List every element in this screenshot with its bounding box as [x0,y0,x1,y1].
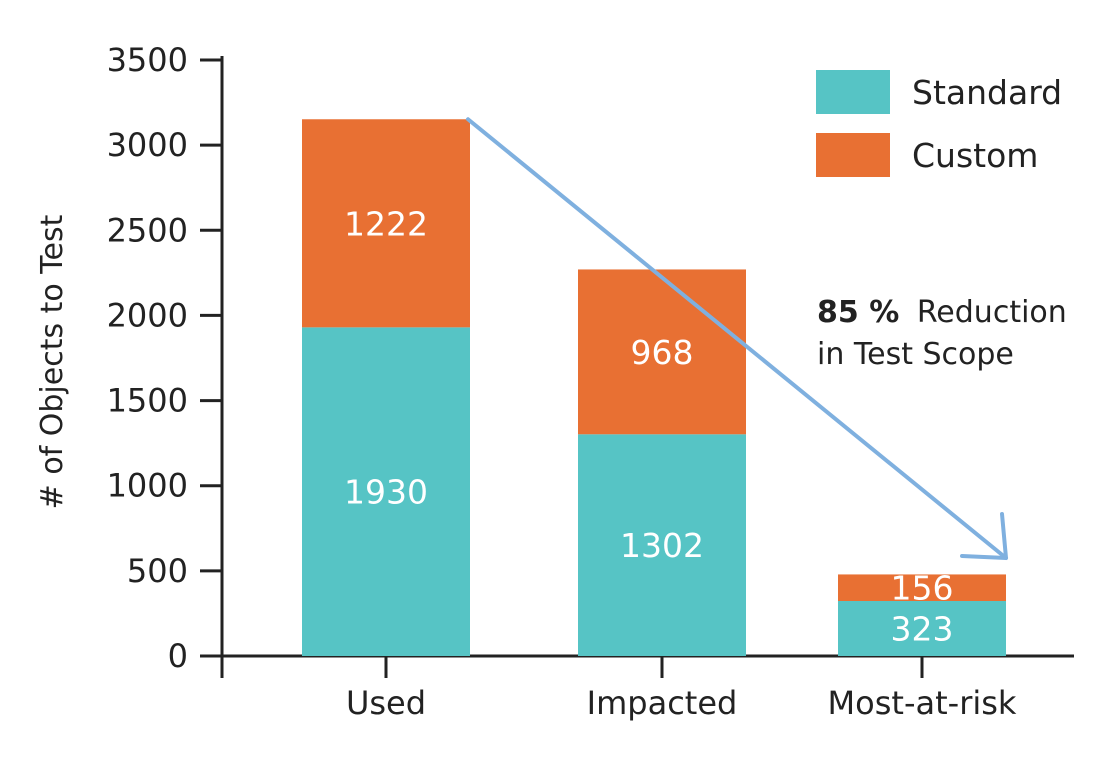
bar-value-label-standard: 1930 [344,473,428,512]
legend-label-standard: Standard [912,73,1062,112]
bar-value-label-standard: 1302 [620,526,704,565]
bar-value-label-standard: 323 [891,609,954,648]
legend: Standard Custom [816,70,1062,177]
bar-standard [302,327,470,656]
y-tick-label: 3000 [107,126,188,164]
bar-custom [578,269,746,435]
y-tick-label: 500 [127,552,188,590]
annotation-text: Reduction [917,295,1067,330]
arrow-shaft [466,117,1008,560]
legend-swatch-standard [816,70,890,114]
annotation-line-1: 85 % Reduction [817,295,1067,330]
y-tick-label: 2500 [107,211,188,249]
x-axis: Used Impacted Most-at-risk [222,654,1074,722]
x-tick-label: Used [346,684,426,722]
reduction-arrow [466,117,1008,560]
y-tick-label: 3500 [107,41,188,79]
reduction-annotation: 85 % Reduction in Test Scope [817,295,1067,372]
legend-swatch-custom [816,133,890,177]
bar-standard [838,600,1006,656]
bar-custom [302,119,470,328]
y-tick-label: 1000 [107,467,188,505]
y-tick-label: 1500 [107,382,188,420]
bar-standard [578,434,746,656]
y-axis-title: # of Objects to Test [35,214,70,509]
x-tick-label: Most-at-risk [828,684,1017,722]
y-axis: 0 500 1000 1500 2000 2500 3000 3500 [107,41,224,678]
bar-value-label-custom: 1222 [344,204,428,243]
bar-value-label-custom: 156 [891,569,954,608]
bar-value-label-custom: 968 [631,333,694,372]
y-tick-label: 2000 [107,296,188,334]
legend-label-custom: Custom [912,136,1038,175]
annotation-line-2: in Test Scope [817,337,1014,372]
annotation-percent: 85 % [817,295,899,330]
arrow-head [960,512,1008,560]
bar-custom [838,574,1006,601]
y-tick-label: 0 [168,637,188,675]
x-tick-label: Impacted [587,684,738,722]
